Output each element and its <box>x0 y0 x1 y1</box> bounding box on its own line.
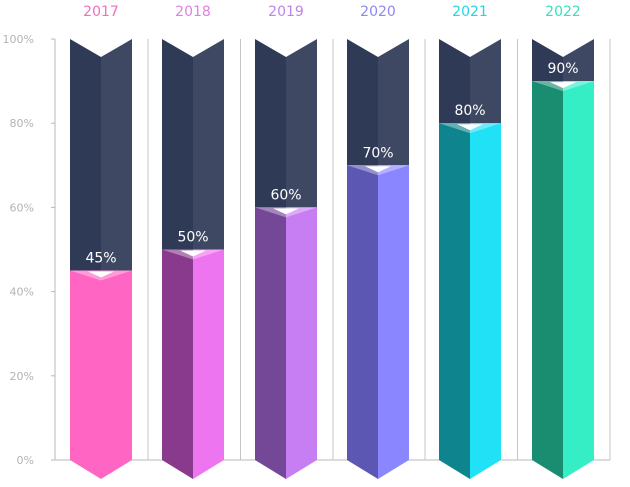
bar-notch-inner <box>365 166 391 173</box>
category-label: 2017 <box>83 4 119 20</box>
bar-2018: 50% 2018 <box>162 4 224 479</box>
bar-fill-left <box>162 249 193 479</box>
value-label: 70% <box>362 145 393 161</box>
bar-2019: 60% 2019 <box>255 4 317 479</box>
bars: 45% 2017 50% 2018 60% 2019 70% 2020 80% 2021 90% 20… <box>70 4 594 480</box>
bar-fill-left <box>532 81 563 479</box>
value-label: 90% <box>547 61 578 77</box>
category-label: 2020 <box>360 4 396 20</box>
bar-background-right <box>563 39 594 82</box>
bar-fill-right <box>470 123 501 479</box>
bar-2017: 45% 2017 <box>70 4 132 479</box>
bar-background-left <box>255 39 286 208</box>
bar-background-left <box>347 39 378 166</box>
bar-background-right <box>101 39 132 271</box>
bar-fill-left <box>255 207 286 479</box>
category-label: 2021 <box>452 4 488 20</box>
bar-notch-inner <box>457 124 483 131</box>
bar-fill-left <box>70 270 101 479</box>
bar-fill-right <box>101 270 132 479</box>
bar-fill-left <box>439 123 470 479</box>
bar-fill-right <box>378 165 409 480</box>
bar-background-left <box>439 39 470 124</box>
bar-background-right <box>378 39 409 166</box>
bar-background-right <box>193 39 224 250</box>
y-tick-label: 60% <box>10 201 34 214</box>
bar-fill-right <box>286 207 317 479</box>
bar-background-left <box>532 39 563 82</box>
value-label: 60% <box>270 187 301 203</box>
bar-notch-inner <box>550 82 576 89</box>
bar-2020: 70% 2020 <box>347 4 409 480</box>
bar-fill-right <box>193 249 224 479</box>
bar-fill-left <box>347 165 378 480</box>
value-label: 50% <box>177 230 208 246</box>
y-tick-label: 80% <box>10 117 34 130</box>
value-label: 45% <box>85 251 116 267</box>
bar-notch-inner <box>180 250 206 257</box>
bar-background-right <box>286 39 317 208</box>
bar-background-left <box>70 39 101 271</box>
bar-fill-right <box>563 81 594 479</box>
bar-2022: 90% 2022 <box>532 4 594 479</box>
bar-notch-inner <box>273 208 299 215</box>
y-tick-label: 20% <box>10 370 34 383</box>
category-label: 2019 <box>268 4 304 20</box>
bar-2021: 80% 2021 <box>439 4 501 479</box>
value-label: 80% <box>454 103 485 119</box>
bar-background-left <box>162 39 193 250</box>
bar-background-right <box>470 39 501 124</box>
y-tick-label: 40% <box>10 286 34 299</box>
category-label: 2018 <box>175 4 211 20</box>
y-tick-label: 100% <box>3 33 34 46</box>
bar-notch-inner <box>88 271 114 278</box>
category-label: 2022 <box>545 4 581 20</box>
y-tick-label: 0% <box>17 454 34 467</box>
column-separators <box>147 39 611 460</box>
